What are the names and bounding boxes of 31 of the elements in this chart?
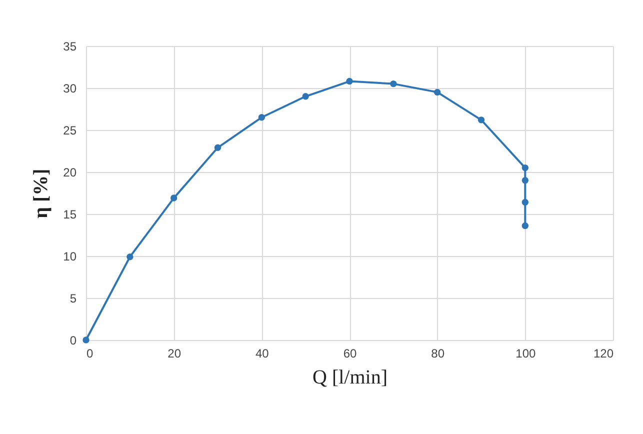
point <box>346 78 353 85</box>
point <box>302 93 309 100</box>
point <box>170 194 178 202</box>
y-tick-label: 20 <box>63 166 77 180</box>
point <box>258 114 266 121</box>
y-tick-label: 35 <box>63 40 77 54</box>
point <box>522 177 529 184</box>
y-tick-label: 0 <box>70 334 77 348</box>
x-tick-label: 120 <box>593 346 614 360</box>
y-tick-label: 15 <box>63 208 77 222</box>
x-tick-label: 0 <box>86 346 94 360</box>
y-tick-label: 25 <box>63 124 77 138</box>
x-tick-label: 60 <box>343 346 357 360</box>
point <box>214 144 222 151</box>
point <box>522 222 529 230</box>
x-tick-label: 40 <box>255 346 270 360</box>
y-tick-label: 30 <box>63 82 77 96</box>
x-tick-label: 100 <box>516 346 536 360</box>
x-tick-label: 20 <box>168 346 182 360</box>
point <box>434 88 441 96</box>
point <box>522 198 529 206</box>
point <box>82 336 90 344</box>
point <box>478 116 485 124</box>
point <box>126 253 134 260</box>
point <box>390 80 397 88</box>
x-axis-title: Q [l/min] <box>312 366 388 388</box>
point <box>522 164 529 172</box>
y-tick-label: 5 <box>70 292 77 306</box>
y-tick-label: 10 <box>63 250 77 264</box>
x-tick-label: 80 <box>431 346 445 360</box>
y-axis-title: η [%] <box>30 168 52 218</box>
